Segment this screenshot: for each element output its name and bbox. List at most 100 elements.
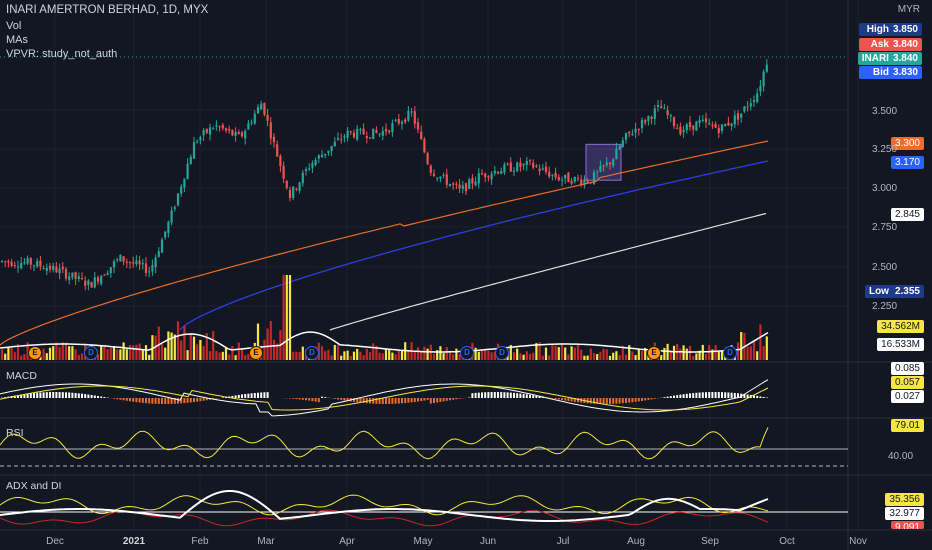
candle-body — [506, 163, 509, 165]
macd-histogram-bar — [442, 398, 445, 402]
macd-histogram-bar — [234, 395, 237, 398]
price-badge-key: INARI — [861, 53, 889, 64]
candle-body — [157, 251, 160, 257]
macd-histogram-bar — [561, 398, 563, 401]
candle-body — [365, 136, 368, 138]
candle-body — [276, 144, 279, 157]
candle-body — [484, 173, 487, 178]
candle-body — [634, 128, 637, 133]
earnings-marker[interactable]: E — [647, 346, 661, 360]
macd-histogram-bar — [471, 393, 474, 398]
macd-histogram-bar — [449, 398, 451, 401]
candle-body — [439, 176, 442, 179]
macd-histogram-bar — [138, 398, 141, 403]
candle-body — [240, 132, 244, 137]
candle-body — [378, 133, 381, 135]
candle-body — [160, 239, 164, 253]
candle-body — [400, 121, 404, 124]
rsi-line — [0, 427, 769, 460]
earnings-marker[interactable]: E — [249, 346, 263, 360]
candle-body — [644, 120, 647, 123]
candle-body — [394, 119, 397, 121]
macd-histogram-bar — [167, 398, 170, 404]
candle-body — [228, 128, 231, 131]
x-axis-tick: Jul — [556, 536, 570, 547]
candle-body — [464, 183, 468, 192]
earnings-marker[interactable]: E — [28, 346, 42, 360]
volume-bar — [125, 349, 128, 360]
mas-indicator-label[interactable]: MAs — [6, 34, 28, 46]
macd-histogram-bar — [609, 398, 611, 404]
macd-histogram-bar — [724, 392, 727, 398]
dividend-marker[interactable]: D — [495, 346, 509, 360]
price-badge-value: 3.830 — [892, 67, 918, 78]
dividend-marker[interactable]: D — [460, 346, 474, 360]
dividend-marker[interactable]: D — [723, 346, 737, 360]
candle-body — [752, 100, 756, 103]
volume-bar — [256, 323, 260, 360]
macd-histogram-bar — [423, 398, 426, 401]
vpvr-indicator-label[interactable]: VPVR: study_not_auth — [6, 48, 118, 60]
macd-histogram-bar — [650, 398, 653, 400]
candle-body — [141, 263, 144, 265]
macd-histogram-bar — [701, 392, 704, 398]
macd-line — [0, 379, 769, 417]
volume-bar — [151, 335, 154, 360]
candle-body — [132, 262, 135, 264]
vol-indicator-label[interactable]: Vol — [6, 20, 22, 32]
candle-body — [183, 178, 186, 188]
volume-bar — [621, 345, 624, 360]
macd-histogram-bar — [477, 392, 480, 398]
macd-histogram-bar — [426, 398, 429, 401]
candle-body — [295, 188, 298, 190]
macd-histogram-bar — [705, 392, 707, 398]
volume-bar — [669, 350, 672, 360]
adx-pane-label[interactable]: ADX and DI — [6, 480, 62, 492]
volume-bar — [359, 351, 362, 360]
volume-bar — [416, 347, 420, 360]
candle-body — [90, 282, 93, 288]
candle-body — [260, 103, 263, 110]
dividend-marker[interactable]: D — [84, 346, 98, 360]
rsi-pane-label[interactable]: RSI — [6, 427, 24, 439]
candle-body — [45, 267, 48, 271]
candle-body — [324, 153, 327, 156]
volume-bar — [736, 342, 740, 360]
y-tick: 2.500 — [872, 262, 898, 273]
candle-body — [528, 160, 532, 162]
volume-bar — [663, 347, 666, 360]
macd-histogram-bar — [746, 394, 749, 398]
macd-histogram-bar — [301, 398, 304, 400]
volume-bar — [349, 355, 352, 360]
volume-bar — [135, 344, 138, 360]
volume-bar — [362, 355, 365, 360]
volume-bar — [112, 346, 116, 360]
macd-histogram-bar — [103, 397, 106, 398]
x-axis-tick: Dec — [46, 536, 64, 547]
candle-body — [39, 260, 42, 267]
volume-bar — [535, 343, 538, 360]
volume-bar — [0, 349, 4, 360]
macd-histogram-bar — [36, 392, 39, 398]
macd-histogram-bar — [65, 392, 67, 398]
price-badge-value: 3.840 — [892, 39, 918, 50]
macd-histogram-bar — [241, 394, 243, 398]
macd-histogram-bar — [538, 396, 541, 398]
candle-body — [554, 172, 557, 178]
macd-histogram-bar — [727, 392, 730, 398]
candle-body — [516, 162, 519, 172]
candle-body — [471, 178, 474, 184]
candle-body — [647, 116, 650, 121]
candle-body — [756, 93, 759, 102]
macd-histogram-bar — [125, 398, 128, 401]
macd-histogram-bar — [237, 394, 240, 398]
macd-pane-label[interactable]: MACD — [6, 370, 37, 382]
candle-body — [576, 177, 580, 179]
volume-bar — [109, 347, 112, 360]
candle-body — [656, 105, 660, 107]
dividend-marker[interactable]: D — [305, 346, 319, 360]
macd-histogram-bar — [186, 398, 189, 403]
candle-body — [736, 113, 740, 120]
volume-bar — [423, 346, 426, 360]
